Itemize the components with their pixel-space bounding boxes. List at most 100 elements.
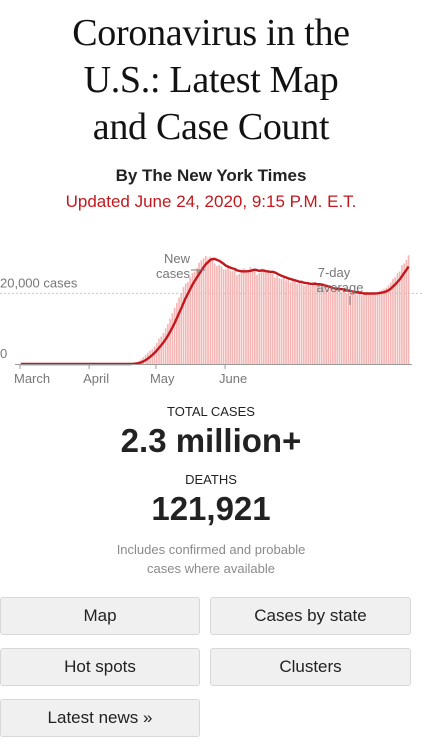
x-tick-label: May — [150, 371, 175, 386]
clusters-button-label: Clusters — [279, 657, 342, 676]
data-note: Includes confirmed and probable cases wh… — [0, 540, 422, 578]
bar — [169, 318, 171, 364]
bar — [287, 279, 290, 364]
bar — [184, 283, 187, 364]
bar — [289, 282, 292, 364]
bar — [151, 349, 154, 364]
bar — [189, 277, 191, 364]
bar — [209, 256, 212, 364]
bar — [389, 282, 392, 364]
total-cases-value: 2.3 million+ — [120, 422, 302, 459]
bar — [316, 284, 319, 364]
bar — [311, 283, 314, 364]
hot-spots-button[interactable]: Hot spots — [0, 648, 200, 686]
bar — [307, 283, 310, 364]
bar — [374, 293, 376, 364]
bar — [285, 280, 287, 364]
bar — [269, 274, 272, 364]
bar — [392, 278, 394, 364]
bar — [164, 328, 167, 364]
bar — [323, 286, 325, 364]
deaths-value: 121,921 — [151, 490, 271, 527]
bar — [265, 271, 267, 364]
bar — [360, 295, 363, 364]
bar — [207, 258, 209, 364]
bar — [173, 307, 176, 364]
bar — [276, 276, 278, 364]
bar — [282, 277, 285, 364]
x-tick-label: April — [83, 371, 109, 386]
bar — [340, 292, 343, 364]
bar — [401, 265, 403, 364]
bar — [320, 287, 323, 364]
updated-timestamp: Updated June 24, 2020, 9:15 P.M. E.T. — [65, 192, 357, 211]
clusters-button[interactable]: Clusters — [210, 648, 411, 686]
bar — [211, 260, 214, 364]
bar — [238, 273, 241, 364]
bar — [396, 273, 399, 364]
bar — [160, 336, 163, 364]
latest-news-button[interactable]: Latest news » — [0, 699, 200, 737]
bar — [291, 281, 294, 364]
bar — [213, 263, 216, 364]
data-note-line-1: Includes confirmed and probable — [116, 542, 306, 557]
bar — [352, 292, 354, 364]
bar — [303, 285, 305, 364]
bar — [300, 280, 303, 364]
map-button-label: Map — [83, 606, 117, 625]
bar — [296, 283, 298, 364]
latest-news-button-label: Latest news » — [47, 708, 153, 727]
bar — [349, 293, 352, 364]
bar — [334, 288, 336, 364]
bar — [385, 287, 388, 364]
bar — [378, 291, 381, 364]
bar — [242, 268, 245, 364]
bar — [191, 272, 194, 364]
bar — [294, 281, 296, 364]
bar — [383, 288, 385, 364]
bar — [254, 270, 256, 364]
bar — [202, 258, 205, 364]
bar — [262, 270, 265, 364]
bar — [267, 271, 269, 364]
bar — [162, 332, 165, 364]
bar — [338, 288, 341, 364]
bar — [227, 266, 229, 364]
map-button[interactable]: Map — [0, 597, 200, 635]
bar — [298, 283, 301, 364]
headline-line-2: U.S.: Latest Map — [83, 59, 339, 101]
bar — [182, 287, 185, 364]
cases-by-state-button-label: Cases by state — [254, 606, 367, 625]
x-tick-label: June — [219, 371, 247, 386]
bar — [216, 265, 218, 364]
bar — [245, 269, 247, 364]
bar — [171, 313, 174, 364]
bar — [225, 269, 227, 364]
bar — [329, 286, 332, 364]
bar — [354, 291, 356, 364]
bar — [398, 271, 401, 364]
hot-spots-button-label: Hot spots — [64, 657, 136, 676]
bar — [387, 285, 390, 364]
bar — [381, 290, 383, 364]
bar — [358, 293, 361, 364]
bar — [305, 285, 307, 364]
bar — [247, 270, 249, 364]
x-tick-label: March — [14, 371, 50, 386]
cases-by-state-button[interactable]: Cases by state — [210, 597, 411, 635]
headline-line-1: Coronavirus in the — [72, 12, 350, 54]
bar — [178, 297, 180, 364]
bar — [369, 292, 372, 364]
bar — [236, 275, 238, 364]
bar — [158, 338, 160, 364]
bar — [336, 289, 339, 364]
bar — [403, 263, 405, 364]
bar — [258, 272, 261, 364]
bar — [167, 323, 169, 364]
bar — [176, 302, 178, 364]
bar — [251, 270, 254, 364]
total-cases-label: TOTAL CASES — [167, 404, 255, 419]
new-cases-annotation-line-1: New — [164, 251, 191, 266]
deaths-label: DEATHS — [185, 472, 237, 487]
